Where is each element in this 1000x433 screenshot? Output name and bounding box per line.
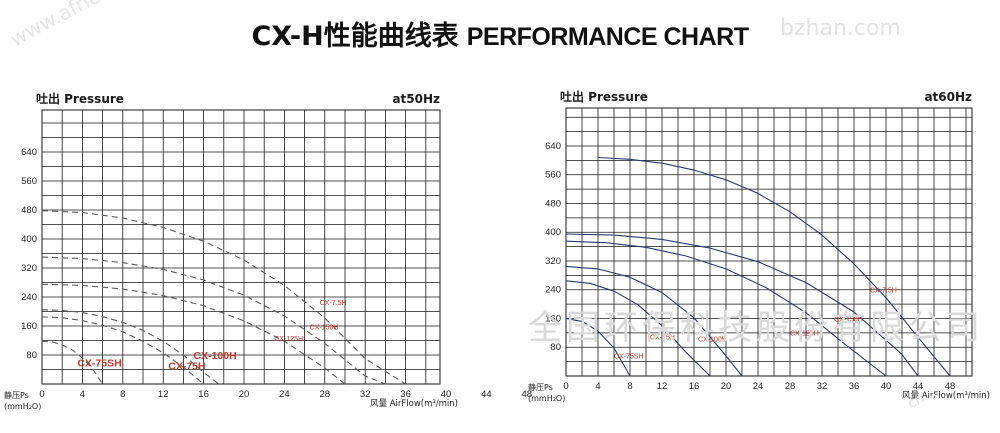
- x-axis-label: 风量 AirFlow(m³/min): [902, 391, 990, 401]
- y-axis-label: 静压Ps: [4, 390, 29, 400]
- model-label: CX-125H: [274, 336, 303, 343]
- x-axis-label: 风量 AirFlow(m³/min): [370, 399, 458, 409]
- curve-cx-75h: [565, 280, 711, 377]
- x-tick-label: 0: [39, 389, 44, 400]
- model-label: CX-75SH: [614, 354, 644, 361]
- x-tick-label: 44: [481, 389, 492, 400]
- y-tick-label: 400: [545, 227, 561, 238]
- model-label: CX-125H: [790, 331, 819, 338]
- x-tick-label: 8: [627, 381, 632, 392]
- model-label: CX-75H: [650, 334, 675, 341]
- model-label: CX-75SH: [77, 358, 121, 370]
- x-tick-label: 36: [400, 389, 411, 400]
- page-title-en: PERFORMANCE CHART: [466, 23, 749, 51]
- y-tick-label: 160: [21, 321, 37, 332]
- x-tick-label: 48: [945, 381, 956, 392]
- model-label: CX-150H: [310, 325, 339, 332]
- y-axis-label: 静压Ps: [528, 382, 553, 392]
- x-tick-label: 8: [120, 389, 125, 400]
- y-tick-label: 560: [21, 176, 37, 187]
- plot-frame: [565, 107, 973, 377]
- chart-left: 0 4 8 12 16 20 24 28 32 36 40 44 4880160240320400480…: [4, 91, 532, 411]
- y-tick-label: 640: [545, 141, 561, 152]
- y-tick-label: 320: [21, 263, 37, 274]
- x-tick-label: 24: [753, 381, 764, 392]
- page-title-cn: CX-H性能曲线表: [251, 21, 459, 52]
- x-tick-label: 20: [721, 381, 732, 392]
- x-tick-label: 4: [595, 381, 600, 392]
- y-tick-label: 480: [21, 205, 37, 216]
- y-axis-unit: (mmH₂O): [4, 402, 41, 411]
- curve-cx-125h: [565, 240, 887, 377]
- model-label: CX-7.5H: [320, 300, 347, 307]
- curve-cx-125h: [41, 283, 346, 385]
- chart-title: 吐出 Pressure: [560, 89, 648, 104]
- x-tick-label: 16: [198, 389, 209, 400]
- model-label: CX-100H: [698, 336, 727, 343]
- curve-cx-75h: [41, 316, 204, 385]
- y-tick-label: 480: [545, 198, 561, 209]
- y-tick-label: 320: [545, 256, 561, 267]
- page-title: CX-H性能曲线表 PERFORMANCE CHART: [0, 14, 1000, 53]
- x-tick-label: 28: [785, 381, 796, 392]
- x-tick-label: 48: [522, 389, 533, 400]
- x-tick-label: 24: [279, 389, 290, 400]
- x-tick-label: 32: [360, 389, 371, 400]
- x-tick-label: 12: [657, 381, 668, 392]
- x-tick-label: 28: [320, 389, 331, 400]
- model-label: CX-150H: [834, 316, 863, 323]
- x-tick-label: 0: [563, 381, 568, 392]
- y-tick-label: 160: [545, 313, 561, 324]
- y-tick-label: 80: [26, 350, 37, 361]
- x-tick-label: 44: [913, 381, 924, 392]
- frequency-label: at60Hz: [924, 90, 972, 104]
- y-tick-label: 640: [21, 147, 37, 158]
- frequency-label: at50Hz: [392, 92, 440, 106]
- x-tick-label: 12: [158, 389, 169, 400]
- curve-cx-100h: [41, 309, 220, 385]
- x-tick-label: 36: [849, 381, 860, 392]
- x-tick-label: 20: [239, 389, 250, 400]
- y-tick-label: 80: [550, 342, 561, 353]
- x-tick-label: 40: [881, 381, 892, 392]
- curve-cx-75sh: [565, 317, 631, 377]
- curve-cx-100h: [565, 265, 743, 377]
- model-label: CX-75H: [168, 361, 205, 373]
- curve-cx-75sh: [41, 340, 104, 385]
- x-tick-label: 32: [817, 381, 828, 392]
- x-tick-label: 40: [441, 389, 452, 400]
- x-tick-label: 16: [689, 381, 700, 392]
- curve-cx-150h: [565, 233, 919, 377]
- plot-frame: [41, 109, 441, 385]
- y-tick-label: 240: [545, 285, 561, 296]
- chart-right: 0 4 8 12 16 20 24 28 32 36 40 44 4880160240320400480…: [528, 89, 990, 403]
- x-tick-label: 4: [80, 389, 85, 400]
- y-tick-label: 560: [545, 170, 561, 181]
- model-label: CX-7.5H: [870, 288, 897, 295]
- y-tick-label: 400: [21, 234, 37, 245]
- curve-cx-7-5h: [41, 210, 406, 385]
- y-axis-unit: (mmH₂O): [528, 394, 565, 403]
- model-label: CX-100H: [194, 350, 237, 362]
- y-tick-label: 240: [21, 292, 37, 303]
- chart-title: 吐出 Pressure: [36, 91, 124, 106]
- curve-cx-150h: [41, 256, 386, 385]
- curve-cx-7-5h: [597, 156, 951, 377]
